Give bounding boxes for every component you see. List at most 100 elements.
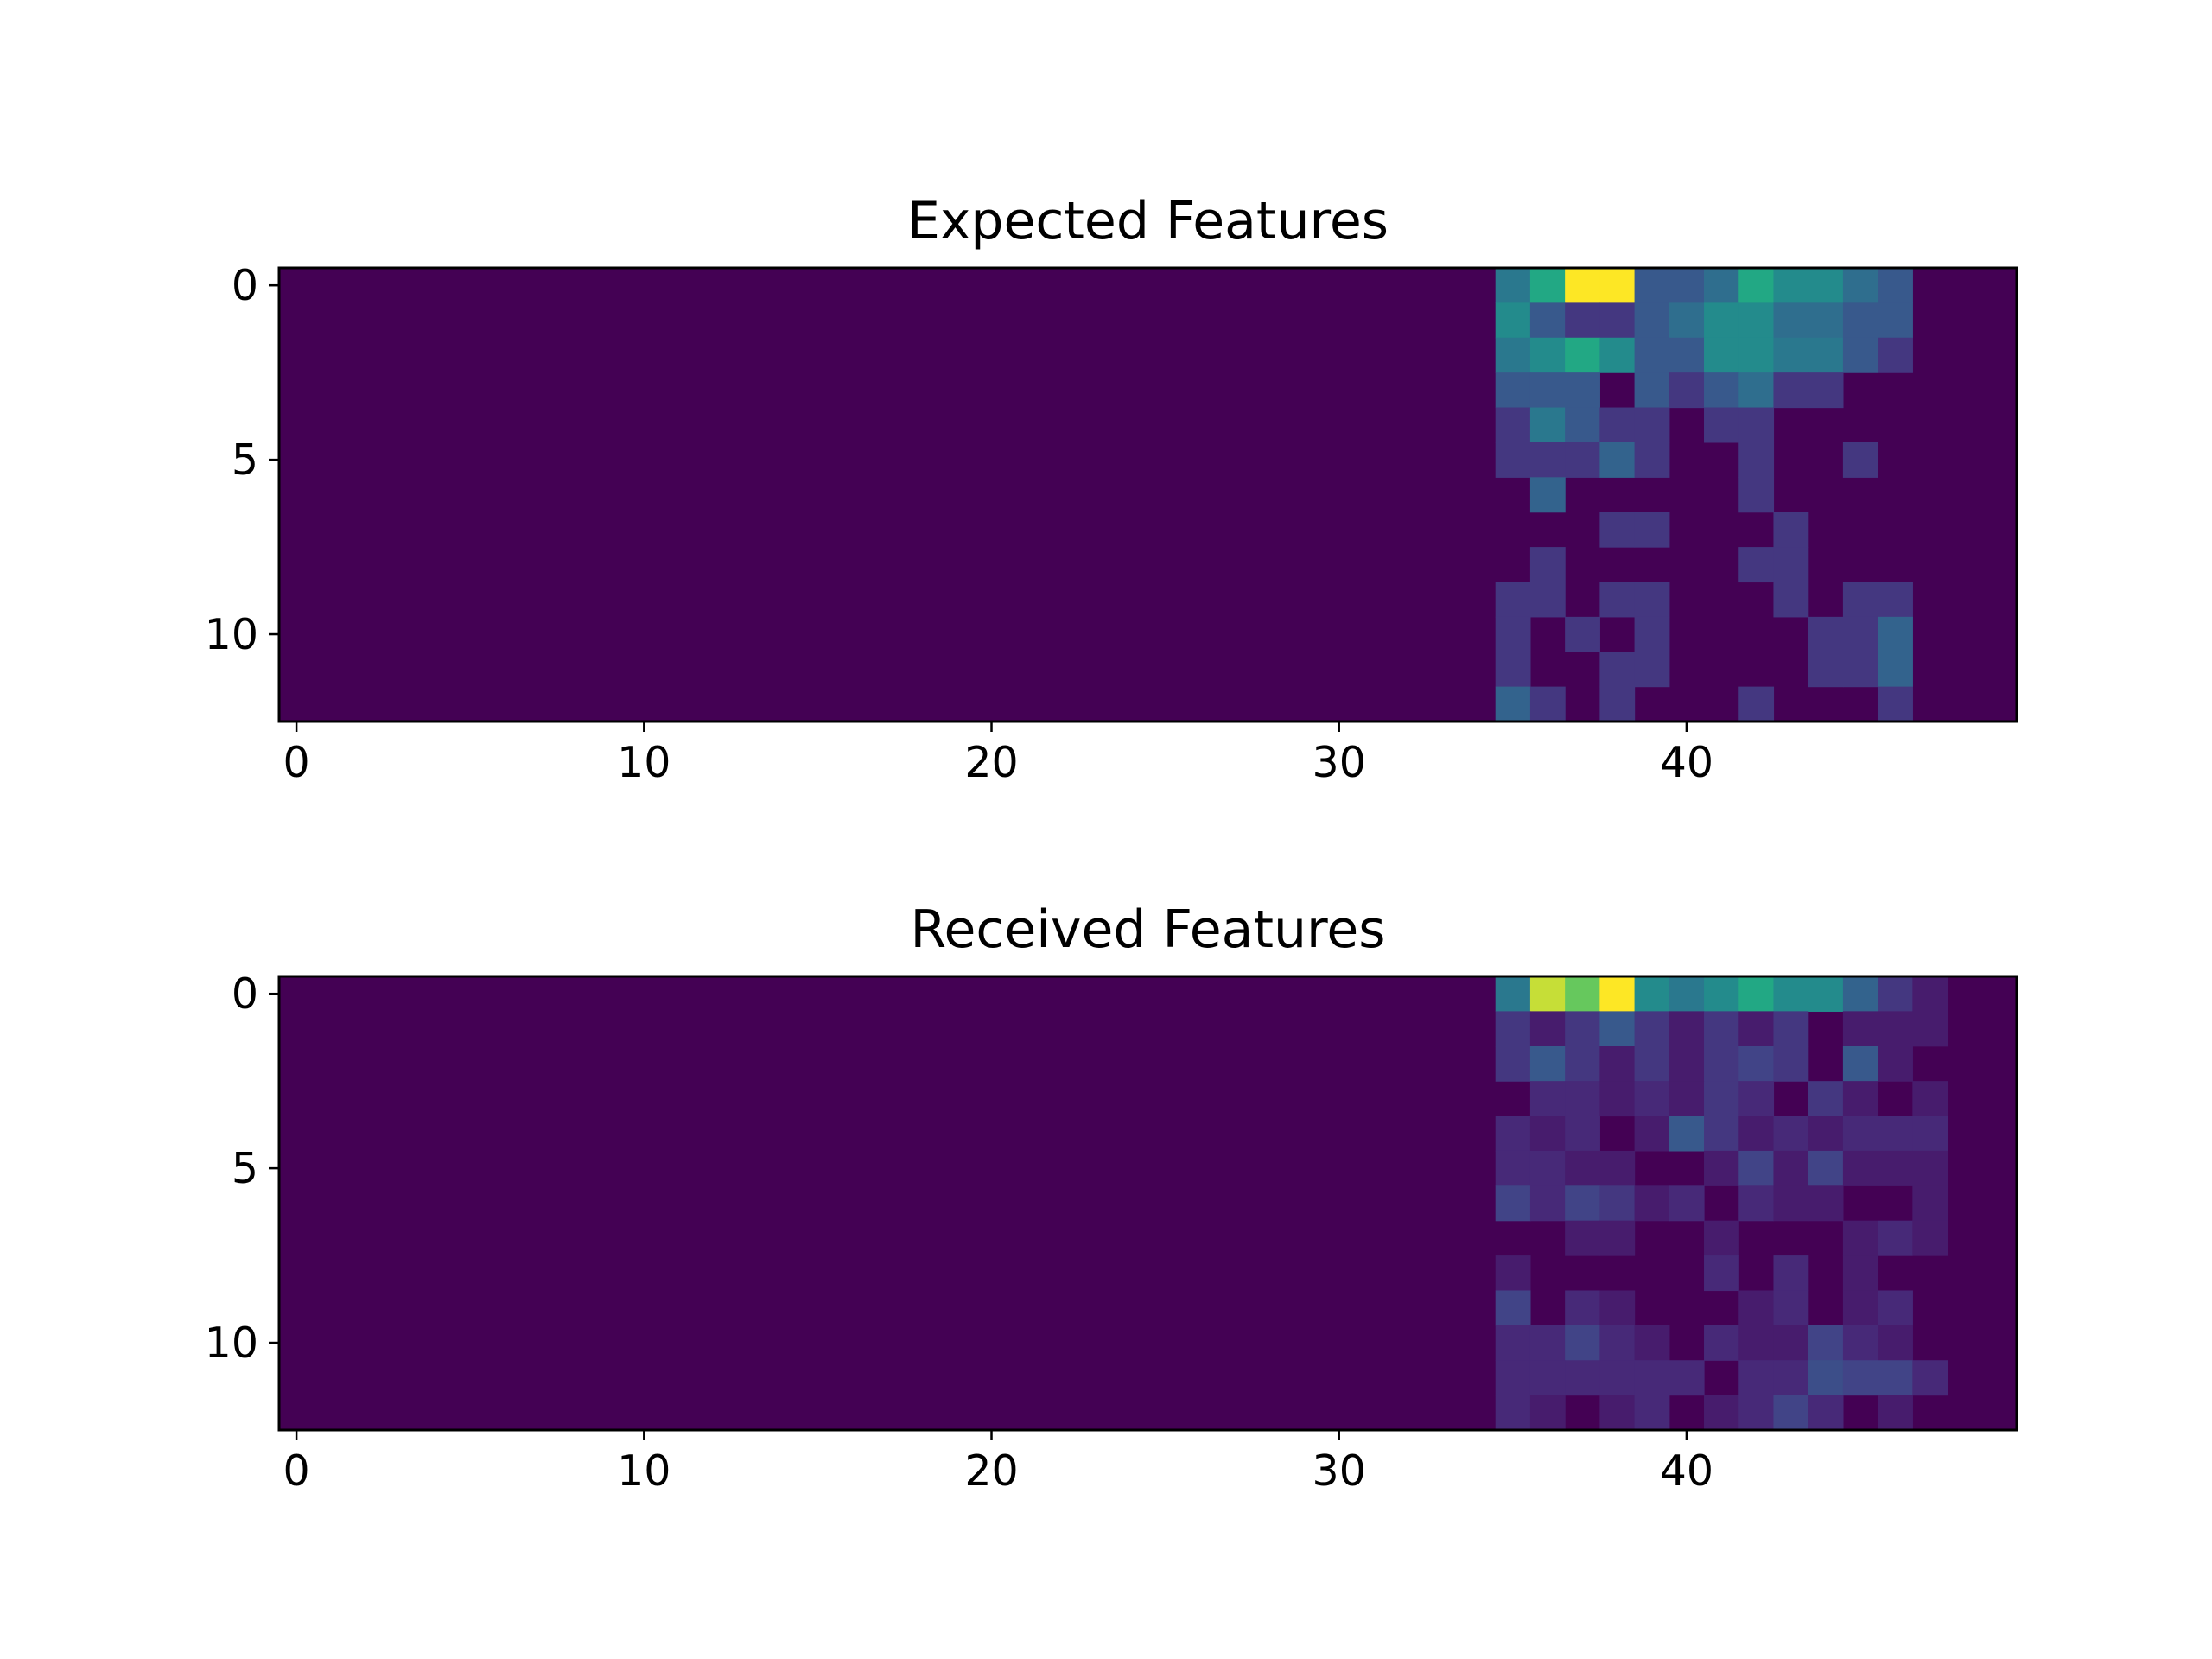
x-tick-label: 20 (964, 1446, 1018, 1496)
heatmap-cell (1565, 1081, 1600, 1117)
heatmap-cell (1912, 1185, 1948, 1222)
heatmap-cell (1529, 1325, 1566, 1361)
heatmap-cell (1738, 302, 1775, 339)
heatmap-cell (1565, 372, 1600, 409)
heatmap-cell (1529, 268, 1566, 303)
axis-ticks: 0 10 20 30 40 0 5 10 (205, 969, 1713, 1496)
heatmap-cell (1704, 1150, 1739, 1186)
heatmap-cell (1599, 1011, 1636, 1047)
heatmap-cell (1773, 1360, 1809, 1396)
heatmap-cell (1738, 1325, 1775, 1361)
heatmap-cell (1669, 1116, 1705, 1152)
heatmap-cell (1495, 1046, 1531, 1082)
heatmap-cell (1808, 976, 1844, 1012)
heatmap-cell (1878, 976, 1913, 1012)
heatmap-cell (1704, 1116, 1739, 1152)
heatmap-cell (1738, 547, 1775, 583)
heatmap-cell (1495, 372, 1531, 409)
heatmap-cell (1738, 1011, 1775, 1047)
heatmap-cell (1599, 337, 1636, 373)
heatmap-cell (1599, 686, 1636, 722)
heatmap-cell (1529, 1081, 1566, 1117)
heatmap-cell (1495, 1116, 1531, 1152)
heatmap-cell (1634, 442, 1670, 478)
heatmap-cell (1878, 302, 1913, 339)
heatmap-cell (1773, 1150, 1809, 1186)
heatmap-cell (1565, 616, 1600, 652)
heatmap-cell (1912, 1081, 1948, 1117)
heatmap-cell (1529, 477, 1566, 513)
heatmap-cell (1599, 1290, 1636, 1326)
heatmap-cell (1565, 1290, 1600, 1326)
heatmap-cell (1529, 1046, 1566, 1082)
heatmap-cell (1495, 1360, 1531, 1396)
heatmap-cell (1878, 1290, 1913, 1326)
heatmap-cell (1634, 407, 1670, 443)
heatmap-cell (1599, 1185, 1636, 1222)
heatmap-cells (279, 268, 2017, 722)
heatmap-cell (1773, 1395, 1809, 1431)
heatmap-cell (1495, 1150, 1531, 1186)
heatmap-cell (1773, 1290, 1809, 1326)
heatmap-cell (1912, 1150, 1948, 1186)
heatmap-cell (1495, 1011, 1531, 1047)
heatmap-cell (1529, 372, 1566, 409)
heatmap-cell (1842, 442, 1878, 478)
heatmap-cell (1808, 616, 1844, 652)
heatmap-cell (1773, 302, 1809, 339)
heatmap-cell (1634, 582, 1670, 618)
heatmap-cell (1773, 512, 1809, 548)
heatmap-cell (1842, 337, 1878, 373)
heatmap-cell (1738, 1360, 1775, 1396)
x-tick-label: 30 (1313, 1446, 1366, 1496)
heatmap-cell (1529, 686, 1566, 722)
heatmap-cell (1634, 268, 1670, 303)
heatmap-cell (1634, 302, 1670, 339)
heatmap-cell (1529, 337, 1566, 373)
heatmap-cell (1878, 616, 1913, 652)
heatmap-cell (1878, 1046, 1913, 1082)
x-tick-label: 40 (1660, 1446, 1713, 1496)
heatmap-cell (1565, 1220, 1600, 1256)
heatmap-cell (1669, 372, 1705, 409)
heatmap-cell (1878, 1116, 1913, 1152)
y-tick-label: 5 (232, 1144, 258, 1193)
heatmap-cell (1529, 1185, 1566, 1222)
heatmap-cell (1738, 372, 1775, 409)
heatmap-cell (1495, 407, 1531, 443)
heatmap-cell (1529, 1116, 1566, 1152)
heatmap-cell (1529, 547, 1566, 583)
plot-frame (277, 266, 2018, 723)
heatmap-cell (1704, 1255, 1739, 1292)
heatmap-cell (1634, 616, 1670, 652)
heatmap-cell (1565, 1046, 1600, 1082)
heatmap-cell (1773, 582, 1809, 618)
x-tick-label: 0 (283, 738, 310, 787)
heatmap-cell (1704, 302, 1739, 339)
heatmap-cell (1669, 268, 1705, 303)
x-tick-label: 30 (1313, 738, 1366, 787)
heatmap-cell (1808, 302, 1844, 339)
heatmap-cell (1738, 1395, 1775, 1431)
heatmap-cell (1738, 1150, 1775, 1186)
heatmap-cell (1495, 337, 1531, 373)
heatmap-cell (1704, 372, 1739, 409)
heatmap-cell (1599, 652, 1636, 688)
heatmap-cell (1912, 1360, 1948, 1396)
heatmap-cell (1808, 337, 1844, 373)
heatmap-cell (1529, 442, 1566, 478)
heatmap-cell (1878, 652, 1913, 688)
heatmap-cell (1669, 1011, 1705, 1047)
heatmap-cell (1704, 976, 1739, 1012)
heatmap-cell (1565, 1360, 1600, 1396)
heatmap-cell (1842, 1360, 1878, 1396)
heatmap-cell (1529, 976, 1566, 1012)
heatmap-cell (1912, 976, 1948, 1012)
heatmap-cell (1842, 976, 1878, 1012)
heatmap-cell (1773, 337, 1809, 373)
heatmap-cell (1808, 1116, 1844, 1152)
x-tick-label: 40 (1660, 738, 1713, 787)
heatmap-cell (1495, 442, 1531, 478)
heatmap-cell (1634, 1046, 1670, 1082)
